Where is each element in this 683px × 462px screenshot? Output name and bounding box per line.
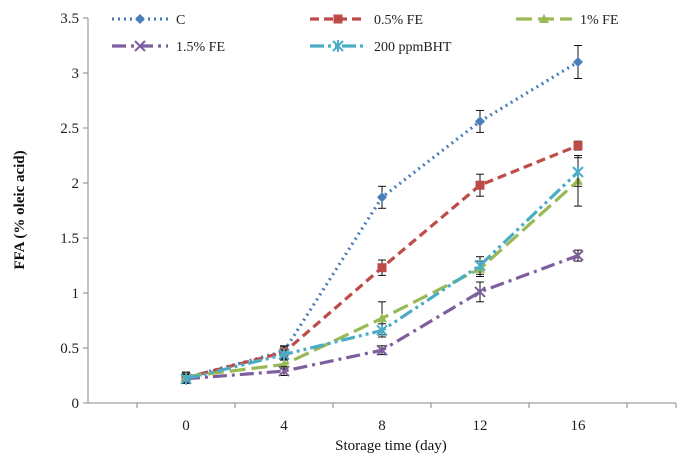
y-tick-label: 2.5	[60, 121, 79, 137]
legend-swatch-marker	[134, 40, 146, 52]
legend-label: 1.5% FE	[176, 40, 225, 55]
legend-entry: C	[112, 13, 185, 28]
data-point	[376, 324, 388, 337]
data-point	[278, 348, 290, 361]
legend-swatch-marker	[332, 40, 344, 52]
y-axis-title: FFA (% oleic acid)	[12, 150, 28, 269]
data-point	[572, 166, 584, 178]
data-point	[572, 249, 584, 262]
legend-label: 0.5% FE	[374, 13, 423, 28]
legend-entry: 1.5% FE	[112, 40, 225, 55]
data-point	[475, 116, 485, 127]
series-4	[180, 157, 584, 385]
y-tick-label: 1.5	[60, 231, 79, 247]
data-point	[376, 344, 388, 356]
y-tick-label: 2	[72, 176, 80, 192]
y-tick-label: 1	[72, 286, 80, 302]
data-point	[377, 192, 387, 203]
x-tick-label: 12	[473, 418, 488, 434]
data-point	[377, 313, 387, 323]
x-tick-label: 8	[378, 418, 386, 434]
legend-label: 1% FE	[580, 13, 619, 28]
data-point	[573, 57, 583, 67]
x-tick-label: 0	[182, 418, 190, 434]
legend-swatch-marker	[539, 14, 549, 23]
legend-swatch-marker	[135, 14, 145, 24]
data-point	[475, 180, 485, 190]
y-tick-label: 0.5	[60, 341, 79, 357]
data-point	[377, 263, 387, 273]
data-point	[573, 141, 583, 151]
legend-entry: 200 ppmBHT	[310, 40, 452, 55]
legend-entry: 1% FE	[516, 13, 619, 28]
series-line	[185, 60, 579, 380]
legend-swatch-marker	[333, 14, 343, 24]
x-tick-label: 16	[571, 418, 587, 434]
y-tick-label: 3	[72, 66, 80, 82]
legend-label: 200 ppmBHT	[374, 40, 452, 55]
x-tick-label: 4	[280, 418, 288, 434]
data-point	[474, 286, 486, 298]
data-point	[278, 365, 290, 377]
x-axis-title: Storage time (day)	[335, 438, 447, 454]
legend-label: C	[176, 13, 185, 28]
axes: 0 0.5 1 1.5 2 2.5 3 3.5 0 4 8 12 16	[60, 11, 677, 434]
data-point	[180, 372, 192, 385]
data-point	[474, 259, 486, 272]
legend: C 0.5% FE 1% FE 1.5% FE 200 ppmBHT	[112, 13, 619, 55]
legend-entry: 0.5% FE	[310, 13, 423, 28]
series-layer	[180, 45, 584, 385]
y-tick-label: 3.5	[60, 11, 79, 27]
y-tick-label: 0	[72, 396, 80, 412]
